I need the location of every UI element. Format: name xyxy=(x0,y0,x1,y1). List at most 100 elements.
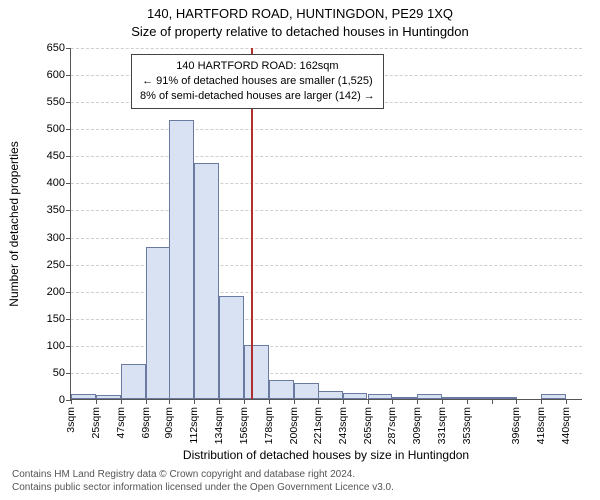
footer-line1: Contains HM Land Registry data © Crown c… xyxy=(12,468,394,481)
ytick-label: 300 xyxy=(47,232,65,244)
footer-line2: Contains public sector information licen… xyxy=(12,481,394,494)
xtick-label: 200sqm xyxy=(288,407,300,444)
histogram-bar xyxy=(442,397,467,399)
histogram-bar xyxy=(541,394,566,399)
page-title: 140, HARTFORD ROAD, HUNTINGDON, PE29 1XQ xyxy=(0,6,600,21)
ytick-label: 200 xyxy=(47,286,65,298)
grid-line xyxy=(71,156,582,157)
ytick-mark xyxy=(66,238,71,239)
xtick-mark xyxy=(442,399,443,404)
ytick-label: 650 xyxy=(47,42,65,54)
grid-line xyxy=(71,48,582,49)
chart-area: 0501001502002503003504004505005506006503… xyxy=(70,48,582,400)
footer-attribution: Contains HM Land Registry data © Crown c… xyxy=(12,468,394,494)
histogram-bar xyxy=(96,395,121,399)
grid-line xyxy=(71,183,582,184)
xtick-label: 440sqm xyxy=(560,407,572,444)
xtick-label: 418sqm xyxy=(535,407,547,444)
ytick-mark xyxy=(66,129,71,130)
x-axis-label: Distribution of detached houses by size … xyxy=(70,448,582,462)
ytick-label: 250 xyxy=(47,259,65,271)
xtick-label: 25sqm xyxy=(90,407,102,439)
xtick-mark xyxy=(169,399,170,404)
ytick-label: 400 xyxy=(47,177,65,189)
ytick-label: 600 xyxy=(47,69,65,81)
xtick-label: 112sqm xyxy=(188,407,200,444)
ytick-mark xyxy=(66,156,71,157)
ytick-mark xyxy=(66,210,71,211)
xtick-mark xyxy=(269,399,270,404)
histogram-bar xyxy=(492,397,517,399)
xtick-label: 309sqm xyxy=(411,407,423,444)
ytick-mark xyxy=(66,48,71,49)
ytick-mark xyxy=(66,102,71,103)
histogram-bar xyxy=(392,397,417,399)
xtick-mark xyxy=(368,399,369,404)
histogram-bar xyxy=(417,394,442,399)
histogram-bar xyxy=(368,394,393,399)
xtick-mark xyxy=(392,399,393,404)
xtick-label: 90sqm xyxy=(163,407,175,439)
xtick-mark xyxy=(121,399,122,404)
xtick-mark xyxy=(417,399,418,404)
xtick-mark xyxy=(492,399,493,404)
xtick-mark xyxy=(71,399,72,404)
annotation-line1: 140 HARTFORD ROAD: 162sqm xyxy=(140,59,375,74)
xtick-mark xyxy=(516,399,517,404)
grid-line xyxy=(71,129,582,130)
xtick-label: 221sqm xyxy=(312,407,324,444)
histogram-bar xyxy=(169,120,194,399)
grid-line xyxy=(71,238,582,239)
xtick-mark xyxy=(467,399,468,404)
xtick-label: 243sqm xyxy=(337,407,349,444)
page-subtitle: Size of property relative to detached ho… xyxy=(0,24,600,39)
ytick-mark xyxy=(66,292,71,293)
xtick-label: 178sqm xyxy=(263,407,275,444)
xtick-label: 47sqm xyxy=(115,407,127,439)
xtick-mark xyxy=(219,399,220,404)
y-axis-label: Number of detached properties xyxy=(7,141,21,306)
ytick-label: 550 xyxy=(47,96,65,108)
ytick-mark xyxy=(66,183,71,184)
xtick-label: 134sqm xyxy=(213,407,225,444)
ytick-mark xyxy=(66,373,71,374)
ytick-mark xyxy=(66,75,71,76)
plot-region: 0501001502002503003504004505005506006503… xyxy=(70,48,582,400)
ytick-label: 50 xyxy=(53,367,65,379)
histogram-bar xyxy=(219,296,244,399)
histogram-bar xyxy=(318,391,343,399)
xtick-mark xyxy=(244,399,245,404)
xtick-label: 265sqm xyxy=(362,407,374,444)
ytick-label: 0 xyxy=(59,394,65,406)
ytick-label: 350 xyxy=(47,204,65,216)
histogram-bar xyxy=(467,397,492,399)
xtick-label: 69sqm xyxy=(140,407,152,439)
histogram-bar xyxy=(71,394,96,399)
ytick-mark xyxy=(66,265,71,266)
histogram-bar xyxy=(269,380,294,399)
histogram-bar xyxy=(244,345,269,399)
xtick-label: 156sqm xyxy=(238,407,250,444)
histogram-bar xyxy=(121,364,146,399)
xtick-mark xyxy=(541,399,542,404)
annotation-box: 140 HARTFORD ROAD: 162sqm ← 91% of detac… xyxy=(131,54,384,109)
ytick-label: 450 xyxy=(47,150,65,162)
annotation-line2: ← 91% of detached houses are smaller (1,… xyxy=(140,74,375,89)
histogram-bar xyxy=(146,247,171,399)
histogram-bar xyxy=(294,383,319,399)
ytick-label: 500 xyxy=(47,123,65,135)
ytick-mark xyxy=(66,346,71,347)
xtick-label: 3sqm xyxy=(65,407,77,433)
xtick-label: 396sqm xyxy=(510,407,522,444)
xtick-mark xyxy=(343,399,344,404)
xtick-mark xyxy=(96,399,97,404)
xtick-mark xyxy=(146,399,147,404)
chart-container: 140, HARTFORD ROAD, HUNTINGDON, PE29 1XQ… xyxy=(0,0,600,500)
xtick-label: 331sqm xyxy=(436,407,448,444)
xtick-mark xyxy=(194,399,195,404)
histogram-bar xyxy=(343,393,368,399)
xtick-mark xyxy=(318,399,319,404)
ytick-label: 100 xyxy=(47,340,65,352)
xtick-label: 287sqm xyxy=(386,407,398,444)
annotation-line3: 8% of semi-detached houses are larger (1… xyxy=(140,89,375,104)
